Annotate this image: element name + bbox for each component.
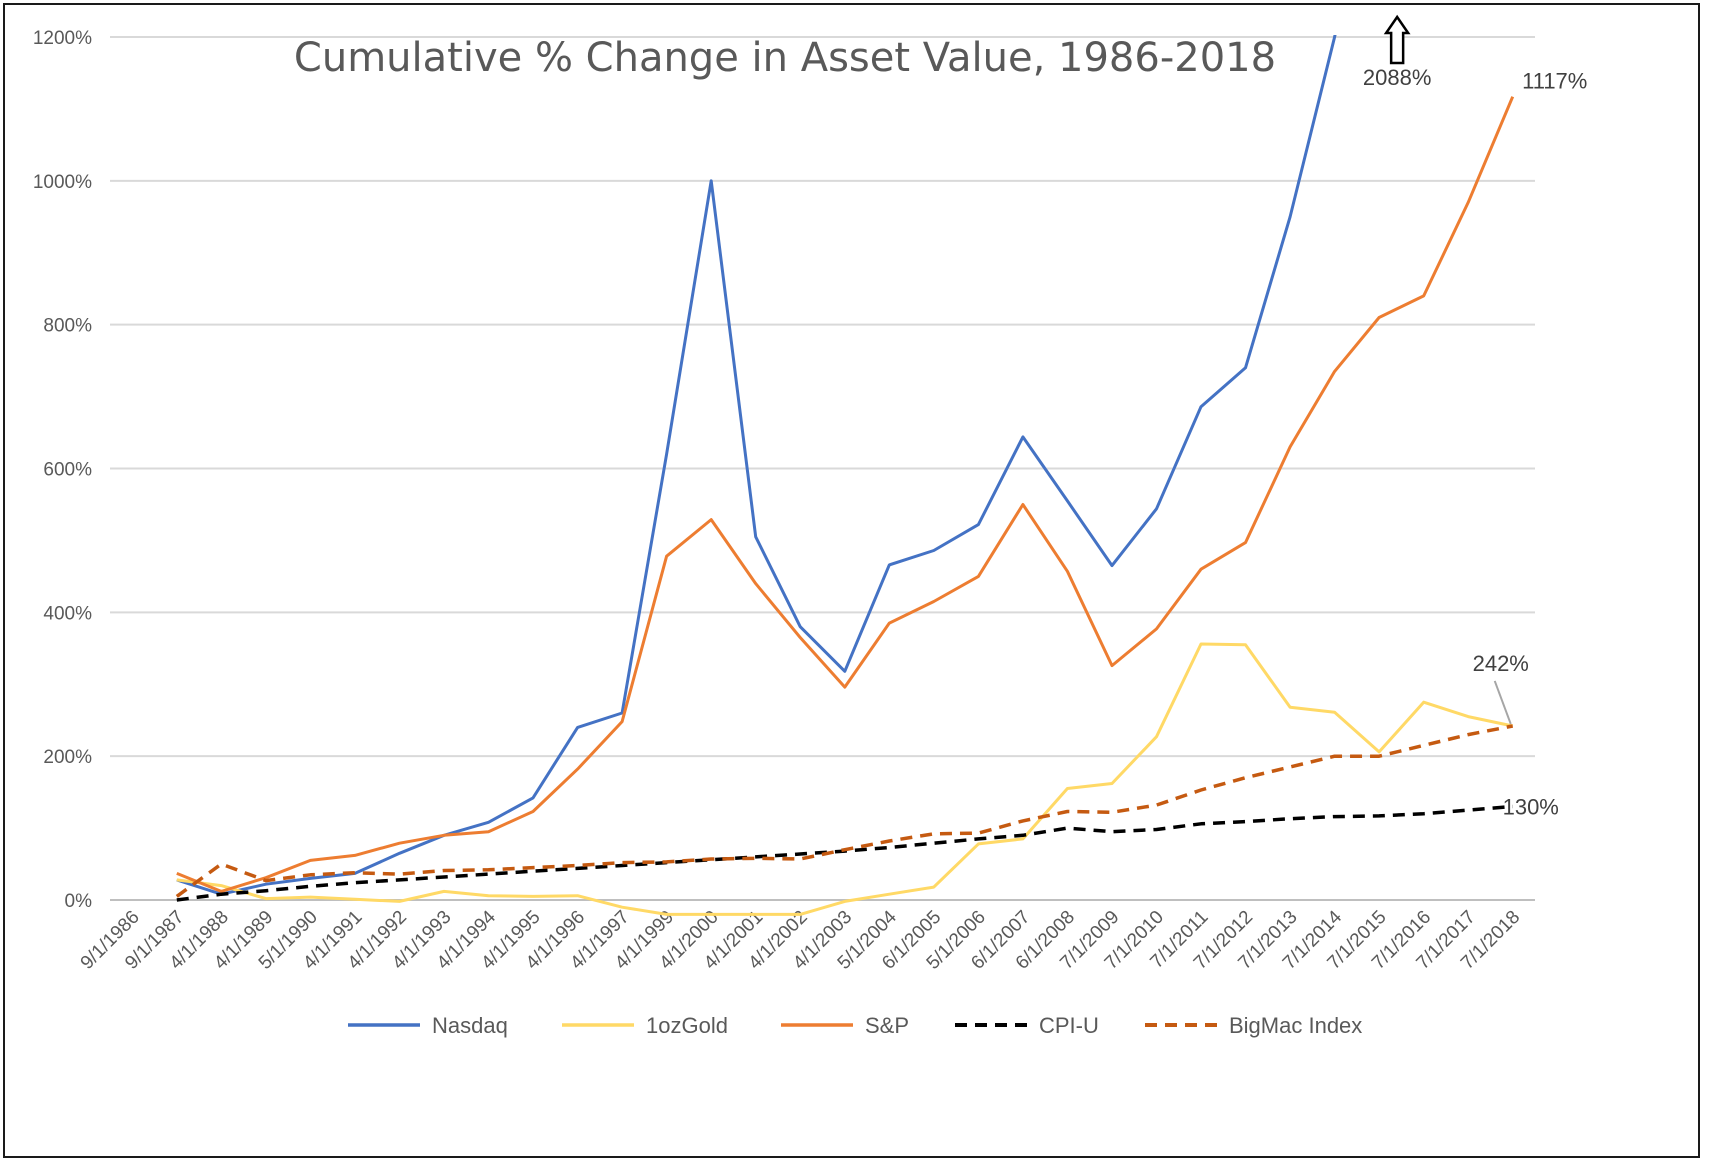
series-lines <box>175 35 1515 916</box>
y-tick-label: 600% <box>43 460 92 481</box>
series-line-bigmac-index <box>175 724 1514 898</box>
annotation-label: 1117% <box>1522 69 1587 94</box>
y-tick-label: 200% <box>43 747 92 768</box>
y-tick-label: 1200% <box>33 28 92 49</box>
series-line-nasdaq <box>176 35 1337 896</box>
legend-label: Nasdaq <box>432 1013 508 1038</box>
legend: Nasdaq 1ozGold S&P CPI-U BigMac Index <box>348 1013 1362 1038</box>
annotation-label: 130% <box>1503 795 1559 820</box>
annotation-leader <box>1493 680 1512 725</box>
y-tick-label: 1000% <box>33 172 92 193</box>
chart-title: Cumulative % Change in Asset Value, 1986… <box>294 35 1276 81</box>
legend-label: S&P <box>865 1013 909 1038</box>
legend-label: 1ozGold <box>646 1013 728 1038</box>
y-tick-label: 0% <box>65 891 93 912</box>
annotations: 2088% 1117% 242% 130% <box>1363 14 1587 820</box>
series-line-cpi-u <box>176 804 1513 902</box>
annotation-label: 242% <box>1473 651 1529 676</box>
y-axis: 0% 200% 400% 600% 800% 1000% 1200% <box>33 28 92 912</box>
chart-frame: 0% 200% 400% 600% 800% 1000% 1200% 9/1/1986 9/1… <box>3 3 1700 1158</box>
x-axis: 9/1/19869/1/19874/1/19884/1/19895/1/1990… <box>77 906 1525 973</box>
legend-label: CPI-U <box>1039 1013 1099 1038</box>
chart-svg: 0% 200% 400% 600% 800% 1000% 1200% 9/1/19869/1… <box>33 14 1587 1038</box>
legend-label: BigMac Index <box>1229 1013 1362 1038</box>
y-tick-label: 400% <box>43 603 92 624</box>
gridlines <box>110 36 1535 901</box>
series-line-s-p <box>176 96 1515 893</box>
annotation-label: 2088% <box>1363 65 1432 90</box>
up-arrow-icon <box>1383 14 1411 65</box>
y-tick-label: 800% <box>43 316 92 337</box>
series-line-1ozgold <box>176 642 1514 916</box>
